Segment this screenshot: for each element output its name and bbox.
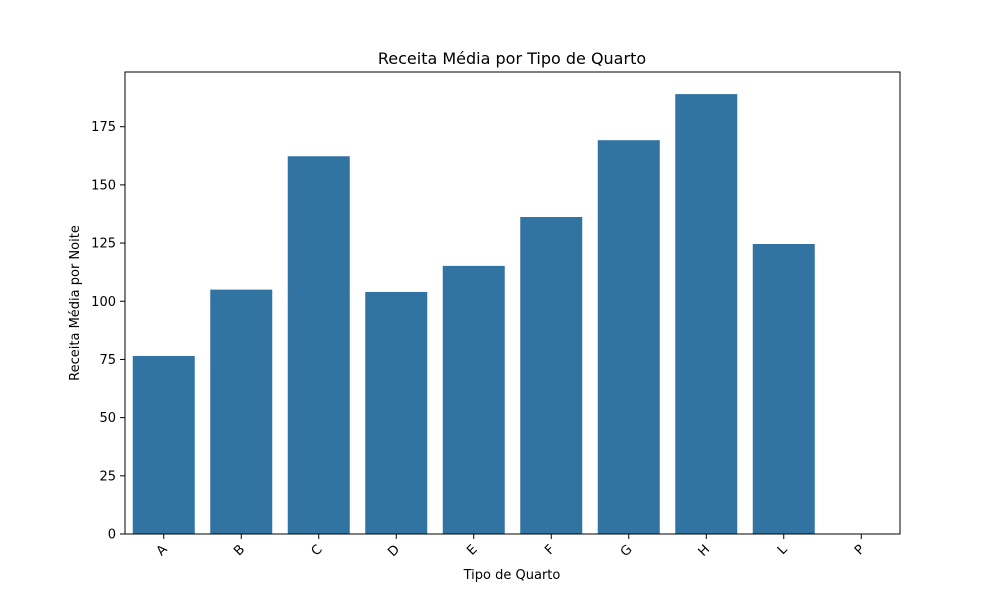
y-tick-label: 150 <box>91 178 116 193</box>
bar-l <box>752 244 815 534</box>
bar-g <box>597 140 660 534</box>
bar-e <box>442 265 505 534</box>
y-tick-label: 50 <box>99 411 116 426</box>
x-tick-label: B <box>231 542 248 559</box>
y-tick-label: 25 <box>99 469 116 484</box>
x-tick-label: C <box>309 542 326 559</box>
x-tick-label: D <box>385 542 403 560</box>
y-axis-label: Receita Média por Noite <box>68 225 83 381</box>
y-tick-label: 75 <box>99 353 116 368</box>
y-tick-label: 100 <box>91 295 116 310</box>
y-axis: 0 25 50 75 100 125 150 175 <box>91 120 125 543</box>
bar-h <box>675 94 738 535</box>
bar-f <box>520 217 583 534</box>
x-tick-label: A <box>154 542 171 559</box>
x-tick-label: P <box>852 542 868 558</box>
x-tick-label: H <box>696 542 714 560</box>
x-tick-label: E <box>464 542 480 558</box>
y-tick-label: 0 <box>108 528 116 543</box>
bar-a <box>132 355 195 534</box>
y-tick-label: 175 <box>91 120 116 135</box>
bar-b <box>210 289 273 534</box>
plot-frame <box>124 71 901 535</box>
bar-c <box>287 156 350 534</box>
x-tick-label: G <box>618 542 636 560</box>
x-tick-label: F <box>542 542 558 558</box>
bars-group <box>132 94 815 535</box>
chart-title: Receita Média por Tipo de Quarto <box>378 49 646 68</box>
y-tick-label: 125 <box>91 237 116 252</box>
x-axis-label: Tipo de Quarto <box>463 568 561 583</box>
x-tick-label: L <box>775 542 791 558</box>
bar-d <box>365 291 428 534</box>
